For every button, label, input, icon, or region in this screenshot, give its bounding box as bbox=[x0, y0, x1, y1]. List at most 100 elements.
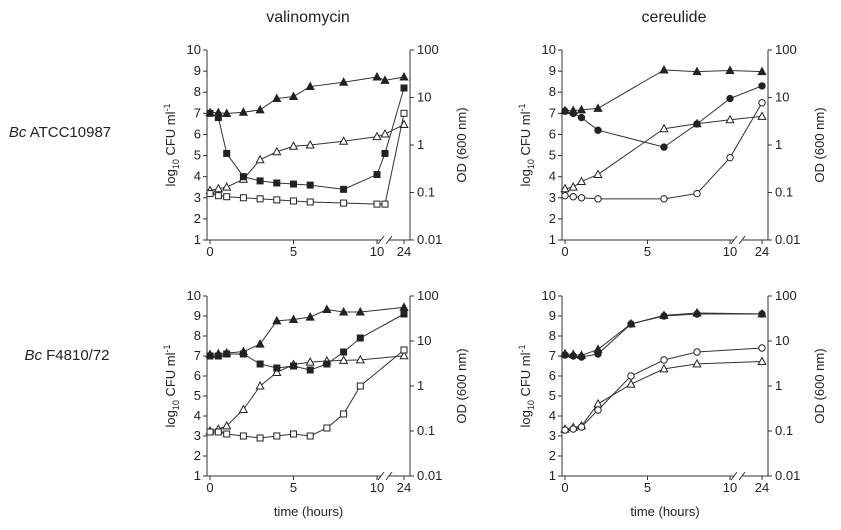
data-point bbox=[380, 129, 390, 138]
right-y-axis-label: OD (600 nm) bbox=[812, 107, 827, 182]
series-line bbox=[210, 313, 405, 371]
data-point bbox=[381, 200, 389, 208]
data-point bbox=[322, 304, 332, 314]
data-point bbox=[568, 182, 578, 191]
data-point bbox=[306, 198, 314, 206]
data-point bbox=[757, 111, 767, 120]
data-point bbox=[272, 146, 282, 156]
data-point bbox=[223, 193, 231, 201]
left-y-tick-label: 7 bbox=[194, 105, 201, 120]
data-point bbox=[238, 107, 249, 116]
data-point bbox=[214, 192, 222, 200]
data-point bbox=[576, 104, 587, 114]
data-point bbox=[213, 183, 223, 193]
left-y-tick-label: 7 bbox=[194, 348, 201, 363]
series-filled-square bbox=[206, 84, 408, 193]
series-filled-circle bbox=[561, 310, 766, 361]
row-label-text: ATCC10987 bbox=[26, 124, 111, 141]
data-point bbox=[659, 363, 669, 373]
data-point bbox=[725, 65, 735, 75]
data-point bbox=[626, 379, 636, 388]
data-point bbox=[400, 310, 408, 318]
right-y-tick-label: 100 bbox=[417, 288, 439, 303]
axis-break-mark bbox=[377, 235, 393, 245]
right-y-tick-label: 0.1 bbox=[417, 185, 435, 200]
data-point bbox=[660, 143, 668, 151]
data-point bbox=[593, 103, 603, 112]
data-point bbox=[400, 109, 408, 117]
left-y-axis-label: log10 CFU ml-1 bbox=[517, 103, 536, 186]
data-point bbox=[757, 356, 767, 366]
data-point bbox=[255, 104, 265, 114]
data-point bbox=[222, 108, 232, 118]
left-y-tick-label: 10 bbox=[542, 288, 556, 303]
data-point bbox=[758, 310, 766, 318]
left-y-tick-label: 2 bbox=[194, 448, 201, 463]
data-point bbox=[206, 352, 214, 360]
data-point bbox=[306, 366, 314, 374]
data-point bbox=[239, 173, 247, 181]
left-y-tick-label: 6 bbox=[549, 126, 556, 141]
left-y-tick-label: 4 bbox=[549, 408, 556, 423]
chart-panel-2: 1 2 3 4 5 6 7 8 9 10 0.01 0.1 1 10 100 0 5 10 24 log10 CFU … bbox=[162, 288, 469, 519]
series-line bbox=[209, 124, 405, 192]
data-point bbox=[726, 153, 734, 162]
left-y-axis-label: log10 CFU ml-1 bbox=[517, 344, 536, 427]
x-axis-label: time (hours) bbox=[274, 504, 343, 519]
left-y-tick-label: 8 bbox=[549, 84, 556, 99]
series-filled-triangle bbox=[560, 64, 767, 115]
data-point bbox=[273, 364, 281, 372]
data-point bbox=[594, 350, 602, 358]
data-point bbox=[273, 432, 281, 440]
data-point bbox=[273, 196, 281, 204]
x-tick-label: 5 bbox=[644, 244, 651, 259]
series-open-triangle bbox=[560, 111, 767, 193]
right-y-tick-label: 10 bbox=[417, 90, 431, 105]
data-point bbox=[594, 195, 602, 203]
left-y-tick-label: 1 bbox=[194, 468, 201, 483]
right-y-tick-label: 10 bbox=[775, 333, 789, 348]
data-point bbox=[256, 195, 264, 203]
right-y-tick-label: 10 bbox=[417, 333, 431, 348]
data-point bbox=[373, 171, 381, 179]
right-y-tick-label: 1 bbox=[775, 378, 782, 393]
left-y-tick-label: 1 bbox=[549, 468, 556, 483]
x-tick-label: 10 bbox=[370, 480, 384, 495]
data-point bbox=[206, 109, 214, 117]
left-y-tick-label: 9 bbox=[194, 308, 201, 323]
left-y-tick-label: 3 bbox=[549, 190, 556, 205]
data-point bbox=[373, 200, 381, 208]
data-point bbox=[576, 176, 587, 186]
data-point bbox=[290, 430, 297, 438]
right-y-tick-label: 0.01 bbox=[417, 232, 442, 247]
data-point bbox=[272, 315, 282, 325]
series-line bbox=[209, 306, 405, 356]
data-point bbox=[400, 346, 408, 354]
data-point bbox=[593, 398, 603, 408]
data-point bbox=[627, 372, 635, 380]
data-point bbox=[290, 362, 297, 370]
left-y-tick-label: 9 bbox=[549, 63, 556, 78]
data-point bbox=[340, 185, 348, 193]
left-y-tick-label: 2 bbox=[549, 448, 556, 463]
x-tick-label: 5 bbox=[290, 244, 297, 259]
data-point bbox=[356, 382, 364, 390]
left-y-tick-label: 1 bbox=[549, 232, 556, 247]
data-point bbox=[255, 154, 265, 164]
right-y-tick-label: 1 bbox=[775, 137, 782, 152]
data-point bbox=[692, 66, 702, 76]
chart-panel-0: 1 2 3 4 5 6 7 8 9 10 0.01 0.1 1 10 100 0 5 10 24 log10 CFU … bbox=[162, 42, 469, 259]
left-y-tick-label: 3 bbox=[194, 428, 201, 443]
data-point bbox=[725, 114, 735, 124]
series-open-circle bbox=[561, 99, 766, 203]
data-point bbox=[569, 352, 577, 360]
row-label-italic: Bc bbox=[24, 347, 42, 364]
data-point bbox=[206, 428, 214, 436]
series-open-triangle bbox=[205, 119, 409, 195]
data-point bbox=[239, 350, 247, 358]
data-point bbox=[305, 312, 315, 321]
series-line bbox=[564, 102, 763, 200]
data-point bbox=[757, 66, 767, 76]
left-y-tick-label: 10 bbox=[187, 42, 201, 57]
